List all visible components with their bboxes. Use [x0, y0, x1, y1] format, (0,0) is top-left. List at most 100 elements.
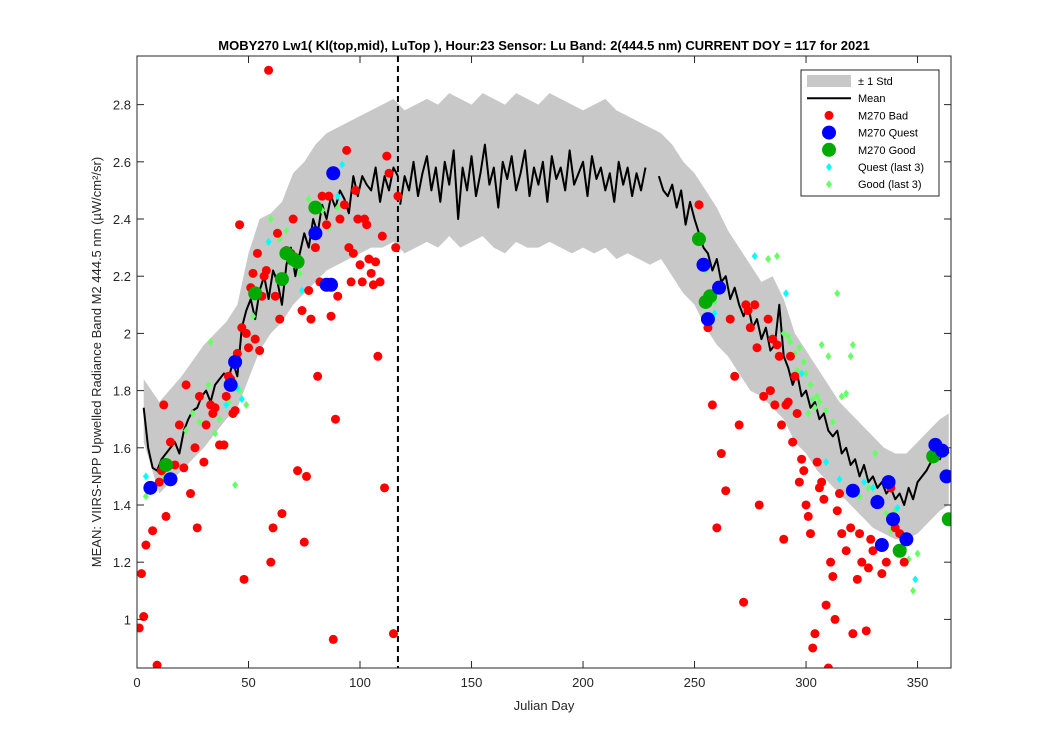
legend-swatch-good-last3: [826, 180, 832, 189]
bad-point: [852, 574, 862, 584]
good-last3-point: [800, 358, 807, 366]
bad-point: [750, 300, 760, 310]
good-last3-point: [305, 194, 312, 203]
quest-last3-point: [912, 575, 919, 584]
good-last3-point: [142, 492, 149, 501]
legend-swatch-std: [807, 75, 851, 87]
bad-point: [235, 220, 245, 230]
bad-point: [863, 563, 873, 573]
quest-last3-point: [299, 286, 306, 295]
bad-point: [199, 457, 209, 467]
bad-point: [277, 509, 287, 519]
legend-item-std: ± 1 Std: [807, 75, 893, 88]
legend-label-bad: M270 Bad: [858, 110, 908, 122]
quest-last3-point: [861, 478, 868, 487]
bad-point: [304, 286, 314, 296]
bad-point: [306, 314, 316, 324]
quest-last3-point: [238, 395, 245, 404]
good-point: [703, 289, 718, 304]
bad-point: [881, 557, 891, 567]
quest-last3-point: [782, 289, 789, 298]
good-last3-point: [249, 312, 256, 321]
bad-point: [855, 529, 865, 539]
legend-item-quest: M270 Quest: [822, 125, 918, 140]
bad-point: [330, 414, 340, 424]
bad-point: [313, 371, 323, 381]
bad-point: [716, 449, 726, 459]
bad-point: [779, 534, 789, 544]
bad-point: [174, 420, 184, 430]
bad-point: [268, 523, 278, 533]
good-last3-point: [847, 352, 854, 361]
bad-point: [137, 623, 144, 633]
bad-point: [868, 546, 878, 556]
quest-last3-point: [823, 458, 830, 467]
bad-point: [297, 306, 307, 316]
good-last3-point: [787, 337, 794, 346]
quest-last3-point: [223, 400, 230, 409]
legend-label-quest: M270 Quest: [858, 128, 918, 140]
y-tick-label: 2.2: [113, 269, 131, 284]
bad-point: [351, 185, 361, 195]
bad-point: [346, 277, 356, 287]
good-point: [892, 543, 907, 558]
bad-point: [821, 600, 831, 610]
bad-point: [192, 523, 202, 533]
good-last3-point: [207, 337, 214, 346]
bad-point: [275, 314, 285, 324]
bad-point: [797, 454, 807, 464]
quest-last3-point: [334, 192, 341, 201]
bad-point: [328, 634, 338, 644]
bad-point: [252, 248, 262, 258]
bad-point: [342, 145, 352, 155]
bad-point: [759, 391, 769, 401]
quest-point: [874, 538, 889, 553]
good-last3-point: [216, 415, 223, 424]
bad-point: [752, 343, 762, 353]
bad-point: [148, 526, 158, 536]
y-tick-label: 1.6: [113, 441, 131, 456]
quest-point: [886, 512, 901, 527]
quest-point: [935, 443, 950, 458]
quest-last3-point: [894, 503, 901, 512]
quest-point: [700, 312, 715, 327]
bad-point: [730, 371, 740, 381]
quest-point: [696, 257, 711, 272]
bad-point: [194, 391, 204, 401]
bad-point: [803, 511, 813, 521]
bad-point: [841, 546, 851, 556]
bad-point: [255, 346, 265, 356]
bad-point: [377, 231, 387, 241]
x-axis-label: Julian Day: [514, 698, 575, 713]
bad-point: [861, 626, 871, 636]
bad-point: [810, 629, 820, 639]
good-last3-point: [809, 395, 816, 404]
bad-point: [317, 191, 327, 201]
bad-point: [828, 571, 838, 581]
bad-point: [201, 420, 211, 430]
good-last3-point: [267, 215, 274, 224]
good-last3-point: [818, 340, 825, 349]
bad-point: [712, 523, 722, 533]
good-point: [158, 457, 173, 472]
bad-point: [721, 486, 731, 496]
bad-point: [190, 443, 200, 453]
bad-point: [754, 500, 764, 510]
quest-point: [143, 480, 158, 495]
bad-point: [161, 511, 171, 521]
quest-point: [712, 280, 727, 295]
bad-point: [210, 403, 220, 413]
bad-point: [373, 351, 383, 361]
legend-item-good: M270 Good: [822, 142, 915, 157]
y-tick-label: 2.8: [113, 98, 131, 113]
good-last3-point: [283, 226, 290, 235]
plot-frame: [136, 55, 952, 669]
bad-point: [270, 291, 280, 301]
bad-point: [239, 574, 249, 584]
good-last3-point: [243, 400, 250, 409]
quest-point: [899, 532, 914, 547]
quest-point: [326, 166, 341, 181]
good-last3-point: [805, 409, 812, 418]
quest-point: [881, 475, 896, 490]
